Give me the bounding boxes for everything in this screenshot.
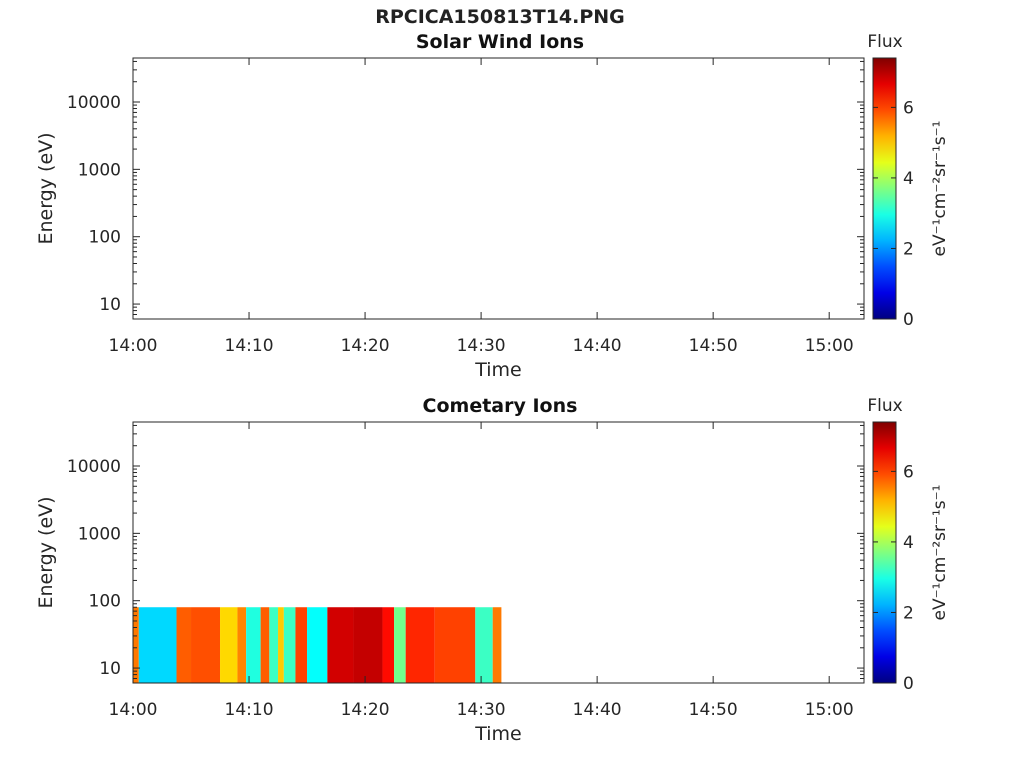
spectrogram-cell (191, 607, 221, 683)
x-axis-label: Time (474, 359, 522, 381)
colorbar-unit-label: eV⁻¹cm⁻²sr⁻¹s⁻¹ (930, 485, 950, 621)
y-axis-label: Energy (eV) (35, 132, 57, 244)
panel-2: 14:00 14:10 14:20 14:30 14:40 14:50 15:00 Time 1… (35, 395, 950, 745)
spectrogram-cell (220, 607, 238, 683)
spectrogram-cell (353, 607, 383, 683)
spectrogram-cell (133, 607, 139, 683)
x-tick-label: 14:40 (573, 700, 622, 720)
colorbar-tick-label: 4 (903, 533, 914, 553)
x-tick-label: 14:30 (457, 336, 506, 356)
colorbar (872, 421, 897, 684)
colorbar-tick-label: 2 (903, 603, 914, 623)
x-tick-label: 14:10 (225, 700, 274, 720)
panel-title: Cometary Ions (423, 395, 578, 417)
x-tick-label: 14:00 (109, 700, 158, 720)
x-tick-label: 14:00 (109, 336, 158, 356)
colorbar-tick-label: 6 (903, 98, 914, 118)
spectrogram-cell (260, 607, 270, 683)
spectrogram-cell (475, 607, 493, 683)
panel-1: 14:00 14:10 14:20 14:30 14:40 14:50 15:00 Time 1… (35, 31, 950, 381)
colorbar-tick-label: 0 (903, 310, 914, 330)
spectrogram-cell (295, 607, 308, 683)
spectrogram-cell (269, 607, 279, 683)
x-tick-label: 14:50 (689, 336, 738, 356)
y-tick-label: 10000 (67, 457, 121, 477)
spectrogram-cell (237, 607, 247, 683)
x-tick-label: 14:20 (341, 700, 390, 720)
y-axis-label: Energy (eV) (35, 496, 57, 608)
y-tick-label: 100 (89, 592, 121, 612)
panel-title: Solar Wind Ions (416, 31, 584, 53)
y-tick-label: 100 (89, 228, 121, 248)
colorbar-tick-label: 6 (903, 462, 914, 482)
x-tick-label: 15:00 (805, 336, 854, 356)
colorbar-tick-label: 4 (903, 169, 914, 189)
plot-frame (132, 57, 865, 320)
spectrogram-cell (278, 607, 284, 683)
spectrogram-cell (492, 607, 502, 683)
x-tick-label: 14:10 (225, 336, 274, 356)
figure-title: RPCICA150813T14.PNG (375, 6, 625, 28)
spectrogram-cell (405, 607, 435, 683)
colorbar (872, 57, 897, 320)
colorbar-tick-label: 2 (903, 239, 914, 259)
spectrogram-cell (246, 607, 261, 683)
x-tick-label: 15:00 (805, 700, 854, 720)
spectrogram-cell (382, 607, 395, 683)
colorbar-tick-label: 0 (903, 674, 914, 694)
spectrogram-cell (138, 607, 177, 683)
y-tick-label: 10 (99, 295, 121, 315)
x-tick-label: 14:50 (689, 700, 738, 720)
spectrogram-cell (327, 607, 354, 683)
spectrogram-cell (176, 607, 192, 683)
plot-frame (132, 421, 865, 684)
spectrogram-cell (394, 607, 406, 683)
y-tick-label: 10000 (67, 93, 121, 113)
spectrogram-cell (434, 607, 476, 683)
colorbar-unit-label: eV⁻¹cm⁻²sr⁻¹s⁻¹ (930, 121, 950, 257)
y-tick-label: 1000 (78, 160, 121, 180)
spectrogram-cell (307, 607, 328, 683)
x-axis-label: Time (474, 723, 522, 745)
spectrogram-cell (283, 607, 296, 683)
colorbar-label: Flux (867, 32, 902, 52)
y-tick-label: 1000 (78, 524, 121, 544)
x-tick-label: 14:20 (341, 336, 390, 356)
x-tick-label: 14:30 (457, 700, 506, 720)
x-tick-label: 14:40 (573, 336, 622, 356)
y-tick-label: 10 (99, 659, 121, 679)
colorbar-label: Flux (867, 396, 902, 416)
